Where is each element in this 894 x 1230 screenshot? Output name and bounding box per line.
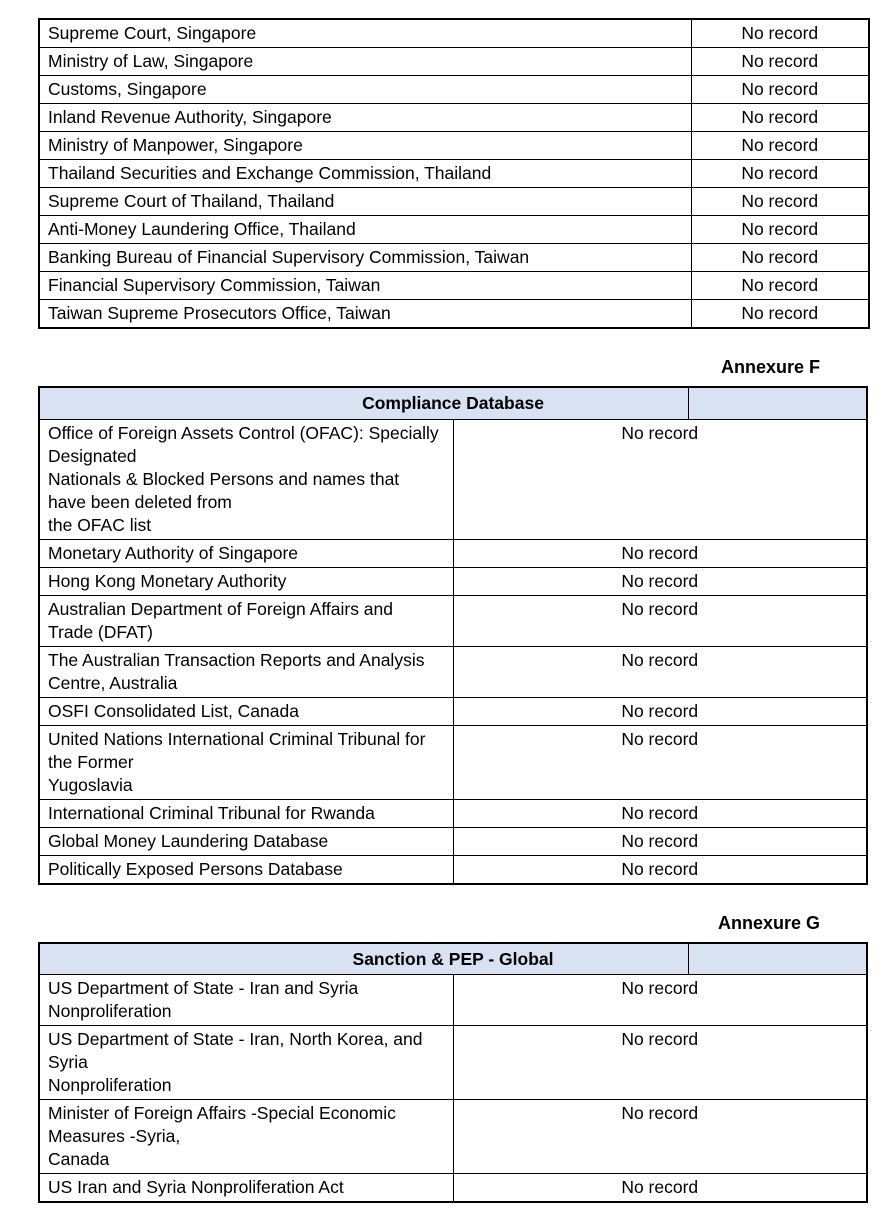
annexure-label-sanction-pep-global: Annexure G: [717, 912, 820, 933]
table-row: Global Money Laundering Database No recor…: [38, 826, 868, 856]
result-cell: No record: [452, 854, 868, 884]
table-title: Sanction & PEP - Global: [38, 942, 868, 975]
result-cell: No record: [452, 826, 868, 856]
table-row: Hong Kong Monetary Authority No record: [38, 566, 868, 596]
table-header-row: Sanction & PEP - Global: [38, 942, 868, 975]
result-cell: No record: [452, 594, 868, 647]
table-row: US Department of State - Iran and Syria …: [38, 974, 868, 1026]
table-row: Ministry of Law, Singapore No record: [38, 47, 870, 76]
table-row: International Criminal Tribunal for Rwan…: [38, 798, 868, 828]
table-row: US Department of State - Iran, North Kor…: [38, 1025, 868, 1100]
table-row: Banking Bureau of Financial Supervisory …: [38, 243, 870, 272]
result-cell: No record: [452, 798, 868, 828]
source-cell: US Iran and Syria Nonproliferation Act: [38, 1173, 454, 1203]
source-cell: Ministry of Manpower, Singapore: [38, 131, 692, 160]
source-cell: OSFI Consolidated List, Canada: [38, 696, 454, 726]
source-cell: Monetary Authority of Singapore: [38, 538, 454, 568]
source-cell: Customs, Singapore: [38, 75, 692, 104]
source-cell: United Nations International Criminal Tr…: [38, 724, 454, 800]
table-row: Australian Department of Foreign Affairs…: [38, 594, 868, 647]
result-cell: No record: [690, 159, 870, 188]
result-cell: No record: [452, 1099, 868, 1174]
source-cell: Australian Department of Foreign Affairs…: [38, 594, 454, 647]
result-cell: No record: [452, 696, 868, 726]
table-row: Office of Foreign Assets Control (OFAC):…: [38, 418, 868, 540]
source-cell: Ministry of Law, Singapore: [38, 47, 692, 76]
source-cell: Inland Revenue Authority, Singapore: [38, 103, 692, 132]
result-cell: No record: [452, 1173, 868, 1203]
result-cell: No record: [452, 645, 868, 698]
table-row: Inland Revenue Authority, Singapore No re…: [38, 103, 870, 132]
table-row: The Australian Transaction Reports and A…: [38, 645, 868, 698]
source-cell: Banking Bureau of Financial Supervisory …: [38, 243, 692, 272]
table-row: Supreme Court, Singapore No record: [38, 18, 870, 48]
table-row: Thailand Securities and Exchange Commiss…: [38, 159, 870, 188]
table-row: US Iran and Syria Nonproliferation Act No…: [38, 1173, 868, 1203]
result-cell: No record: [452, 974, 868, 1026]
source-cell: US Department of State - Iran, North Kor…: [38, 1025, 454, 1100]
result-cell: No record: [690, 215, 870, 244]
source-cell: Supreme Court, Singapore: [38, 18, 692, 48]
result-cell: No record: [690, 47, 870, 76]
table-header-row: Compliance Database: [38, 386, 868, 420]
source-cell: Financial Supervisory Commission, Taiwan: [38, 271, 692, 300]
source-cell: Thailand Securities and Exchange Commiss…: [38, 159, 692, 188]
table-regulatory-continued: Supreme Court, Singapore No record Ministr…: [38, 18, 870, 329]
result-cell: No record: [452, 538, 868, 568]
result-cell: No record: [690, 75, 870, 104]
source-cell: Supreme Court of Thailand, Thailand: [38, 187, 692, 216]
source-cell: US Department of State - Iran and Syria …: [38, 974, 454, 1026]
result-cell: No record: [452, 566, 868, 596]
result-cell: No record: [452, 1025, 868, 1100]
table-row: OSFI Consolidated List, Canada No record: [38, 696, 868, 726]
result-cell: No record: [690, 131, 870, 160]
source-cell: Anti-Money Laundering Office, Thailand: [38, 215, 692, 244]
source-cell: Global Money Laundering Database: [38, 826, 454, 856]
table-sanction-pep-global: Sanction & PEP - Global US Department of …: [38, 941, 868, 1203]
table-row: Financial Supervisory Commission, Taiwan…: [38, 271, 870, 300]
result-cell: No record: [690, 243, 870, 272]
table-compliance-database: Compliance Database Office of Foreign Ass…: [38, 386, 868, 885]
result-cell: No record: [452, 724, 868, 800]
result-cell: No record: [690, 18, 870, 48]
table-row: Ministry of Manpower, Singapore No record: [38, 131, 870, 160]
table-row: Supreme Court of Thailand, Thailand No re…: [38, 187, 870, 216]
result-cell: No record: [690, 299, 870, 329]
source-cell: The Australian Transaction Reports and A…: [38, 645, 454, 698]
table-row: Taiwan Supreme Prosecutors Office, Taiwa…: [38, 299, 870, 329]
source-cell: Office of Foreign Assets Control (OFAC):…: [38, 418, 454, 540]
table-row: United Nations International Criminal Tr…: [38, 724, 868, 800]
source-cell: International Criminal Tribunal for Rwan…: [38, 798, 454, 828]
table-row: Monetary Authority of Singapore No record: [38, 538, 868, 568]
annexure-label-compliance-database: Annexure F: [720, 357, 820, 377]
table-row: Anti-Money Laundering Office, Thailand No…: [38, 215, 870, 244]
table-row: Politically Exposed Persons Database No r…: [38, 854, 868, 884]
source-cell: Politically Exposed Persons Database: [38, 854, 454, 884]
table-row: Customs, Singapore No record: [38, 75, 870, 104]
source-cell: Minister of Foreign Affairs -Special Eco…: [38, 1099, 454, 1174]
table-row: Minister of Foreign Affairs -Special Eco…: [38, 1099, 868, 1174]
table-title: Compliance Database: [38, 386, 868, 420]
result-cell: No record: [690, 103, 870, 132]
result-cell: No record: [452, 418, 868, 540]
result-cell: No record: [690, 271, 870, 300]
source-cell: Hong Kong Monetary Authority: [38, 566, 454, 596]
result-cell: No record: [690, 187, 870, 216]
report-sections: Supreme Court, Singapore No record Ministr…: [38, 18, 870, 1230]
source-cell: Taiwan Supreme Prosecutors Office, Taiwa…: [38, 299, 692, 329]
